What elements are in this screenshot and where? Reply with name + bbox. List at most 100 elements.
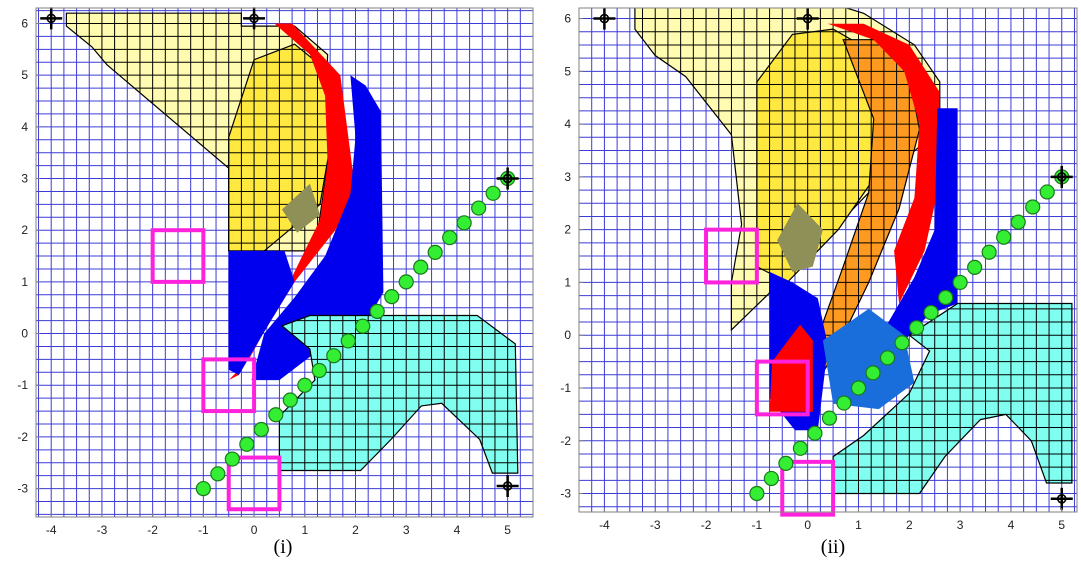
x-tick-label: 4 [454,523,461,537]
chart-panel-ii: -4 -3 -2 -1 0 1 2 3 4 5 -3 -2 -1 0 1 2 3 4 5 6 (ii) [543,0,1081,563]
y-tick-label: -2 [560,434,571,448]
region-cyan [833,303,1072,494]
y-tick-label: -2 [17,430,28,444]
green-marker [879,350,896,366]
axes-box [35,7,534,518]
x-tick-label: 2 [352,523,359,537]
green-marker [938,289,954,306]
regions [65,12,519,474]
region-blue_mid [822,308,915,410]
y-tick-label: 3 [21,172,28,186]
green-marker [894,335,910,351]
magenta-box [226,455,282,512]
x-tick-label: -2 [147,523,158,537]
green-marker [967,259,983,275]
x-tick-label: 5 [504,523,511,537]
green-marker [749,485,765,502]
green-marker [224,451,240,467]
x-tick-label: -3 [97,523,108,537]
region-red [769,324,813,412]
green-marker [297,377,313,393]
green-marker [1025,199,1041,215]
y-tick-label: 6 [564,12,571,26]
green-marker [398,274,414,290]
x-tick-label: -4 [46,523,57,537]
chart-panel-i: -4 -3 -2 -1 0 1 2 3 4 5 -3 -2 -1 0 1 2 3 4 5 6 (i) [0,0,538,563]
green-marker [282,392,298,408]
green-marker [981,244,997,260]
magenta-box [704,227,759,285]
green-marker [807,425,823,441]
regions [634,8,1073,495]
green-marker [456,215,472,231]
green-marker [1010,214,1026,230]
y-tick-label: 0 [21,327,28,341]
green-marker [210,466,226,482]
x-tick-label: 4 [1008,518,1015,532]
region-outline [832,302,1073,495]
magenta-box [780,459,836,517]
green-marker [369,303,385,320]
region-red [228,23,356,381]
endpoint-marker [243,7,266,30]
y-tick-label: 4 [564,117,571,131]
x-tick-label: 2 [906,518,913,532]
chart-i-caption: (i) [273,536,293,558]
green-marker [485,185,501,201]
green-marker [427,244,443,260]
region-olive [777,203,823,272]
endpoint-marker [1050,165,1073,188]
green-marker [471,200,487,216]
green-marker [311,362,327,379]
y-tick-label: 5 [564,64,571,78]
y-tick-label: -1 [17,378,28,392]
x-tick-label: 1 [301,523,308,537]
green-marker [268,407,284,423]
green-marker [908,320,925,336]
x-tick-label: 1 [855,518,862,532]
region-orange [812,39,920,373]
x-tick-label: 0 [251,523,258,537]
region-outline [65,12,331,252]
green-marker [239,436,255,452]
x-tick-label: 3 [957,518,964,532]
green-marker [923,304,939,321]
endpoint-marker [796,7,819,30]
endpoint-marker [1050,487,1073,510]
y-tick-label: 1 [564,275,571,289]
green-marker [865,365,881,381]
green-marker [195,480,211,497]
y-tick-label: -3 [560,487,571,501]
y-tick-label: -3 [17,482,28,496]
green-marker [996,229,1012,245]
y-tick-label: 2 [564,223,571,237]
green-marker [792,440,809,456]
green-marker [836,395,852,411]
region-outline [634,8,941,332]
endpoint-marker [496,474,519,497]
region-red [828,23,940,304]
green-marker [326,348,342,364]
x-tick-label: -3 [650,518,661,532]
x-tick-label: 0 [804,518,811,532]
green-marker [340,333,356,349]
green-marker [778,455,794,471]
chart-ii-caption: (ii) [820,536,846,558]
y-tick-label: 2 [21,223,28,237]
green-marker [384,289,400,305]
green-marker [821,410,838,426]
green-marker [442,229,458,246]
y-tick-label: 3 [564,170,571,184]
y-tick-label: -1 [560,381,571,395]
y-tick-label: 6 [21,17,28,31]
x-tick-label: -1 [752,518,763,532]
chart-i-svg: -4 -3 -2 -1 0 1 2 3 4 5 -3 -2 -1 0 1 2 3 4 5 6 [17,7,534,537]
green-marker [1039,184,1055,200]
x-tick-label: 5 [1058,518,1065,532]
endpoint-marker [40,7,63,30]
y-tick-label: 5 [21,68,28,82]
magenta-box [150,228,206,284]
green-marker [253,421,269,438]
region-blue [228,250,295,375]
y-tick-label: 4 [21,120,28,134]
